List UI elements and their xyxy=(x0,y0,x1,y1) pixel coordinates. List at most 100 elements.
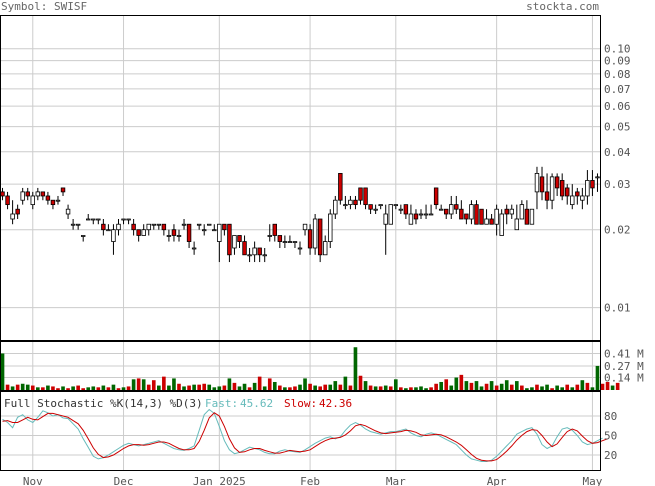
volume-bar xyxy=(424,388,428,390)
volume-bar xyxy=(434,383,438,390)
candle xyxy=(196,223,202,230)
candle xyxy=(10,200,15,225)
candle xyxy=(166,229,172,242)
candle xyxy=(338,173,343,205)
volume-bar xyxy=(262,386,267,390)
volume-bar xyxy=(111,384,116,390)
candle-body xyxy=(418,213,424,216)
stoch-title: Full Stochastic %K(14,3) %D(3) xyxy=(4,397,203,410)
volume-bar xyxy=(222,385,227,390)
candle-body xyxy=(222,223,227,231)
stoch-slow-line xyxy=(2,412,608,462)
volume-bar xyxy=(126,386,131,390)
candle-body xyxy=(322,241,328,256)
candle-body xyxy=(474,204,479,225)
candle-body xyxy=(227,223,232,256)
candle xyxy=(146,223,151,236)
candle xyxy=(595,173,600,192)
volume-bar xyxy=(51,386,55,390)
volume-tick-label: 0.41 M xyxy=(604,347,644,360)
volume-bar xyxy=(247,387,252,390)
volume-bar xyxy=(172,378,176,390)
candle-body xyxy=(207,223,212,226)
volume-bar xyxy=(25,384,30,390)
volume-bar xyxy=(540,386,544,390)
candle-body xyxy=(544,191,550,201)
candle xyxy=(60,187,66,196)
volume-bar xyxy=(404,388,408,390)
volume-bar xyxy=(484,383,489,390)
volume-bar xyxy=(187,385,191,390)
volume-bar xyxy=(409,387,413,390)
volume-bar xyxy=(217,386,222,390)
candle-body xyxy=(358,187,363,201)
volume-bar xyxy=(227,378,232,390)
volume-bar xyxy=(343,376,348,390)
volume-bar xyxy=(550,388,554,390)
month-label: Nov xyxy=(23,475,43,486)
volume-bar xyxy=(499,383,504,390)
volume-bar xyxy=(272,381,277,390)
candle-body xyxy=(65,208,71,215)
symbol-label: Symbol: xyxy=(1,0,48,13)
candle xyxy=(267,224,272,242)
candle-body xyxy=(181,223,187,226)
volume-bar xyxy=(615,382,620,390)
candle-body xyxy=(312,218,318,249)
volume-bar xyxy=(333,381,338,390)
candle xyxy=(539,166,545,201)
candle-body xyxy=(20,191,25,201)
candle xyxy=(50,199,56,210)
candle-body xyxy=(176,235,182,237)
candle xyxy=(328,209,333,248)
candle-body xyxy=(570,195,575,206)
volume-bar xyxy=(610,385,615,390)
volume-bar xyxy=(358,375,363,390)
candle xyxy=(247,247,252,263)
volume-bar xyxy=(308,383,312,390)
candle-body xyxy=(413,213,419,220)
volume-bar xyxy=(388,386,393,390)
candle-body xyxy=(262,254,267,257)
candle-body xyxy=(484,218,489,225)
candle xyxy=(575,187,580,205)
candle xyxy=(25,187,30,201)
volume-bar xyxy=(363,381,368,390)
month-label: May xyxy=(582,475,602,486)
candle xyxy=(80,235,86,242)
candle xyxy=(317,218,323,263)
candle xyxy=(86,213,91,221)
candle-body xyxy=(524,208,530,225)
panel-frames xyxy=(0,15,601,471)
candle-body xyxy=(146,223,151,231)
candle xyxy=(297,241,303,255)
candle-body xyxy=(10,213,15,220)
candle-body xyxy=(232,235,237,249)
candle-body xyxy=(257,247,262,256)
volume-bar xyxy=(76,385,80,390)
candle xyxy=(222,223,227,236)
symbol-value: SWISF xyxy=(53,0,88,13)
candle xyxy=(101,218,106,236)
candle-body xyxy=(378,204,383,207)
volume-bar xyxy=(328,384,333,390)
volume-bar xyxy=(414,387,418,390)
volume-bar xyxy=(454,377,459,390)
candle-body xyxy=(287,241,293,243)
stoch-frame xyxy=(0,391,601,471)
candle xyxy=(464,213,469,225)
candle-body xyxy=(534,173,540,193)
volume-bar xyxy=(565,384,570,390)
volume-bar xyxy=(373,386,378,390)
candle xyxy=(70,218,76,230)
candle-body xyxy=(60,187,66,193)
price-tick-label: 0.06 xyxy=(604,100,631,113)
candle-body xyxy=(393,204,399,207)
candle-body xyxy=(171,229,177,236)
stoch-tick-label: 20 xyxy=(604,449,617,462)
candle-body xyxy=(575,191,580,197)
candle xyxy=(292,241,298,248)
candle-body xyxy=(25,191,30,197)
candle xyxy=(106,224,111,232)
